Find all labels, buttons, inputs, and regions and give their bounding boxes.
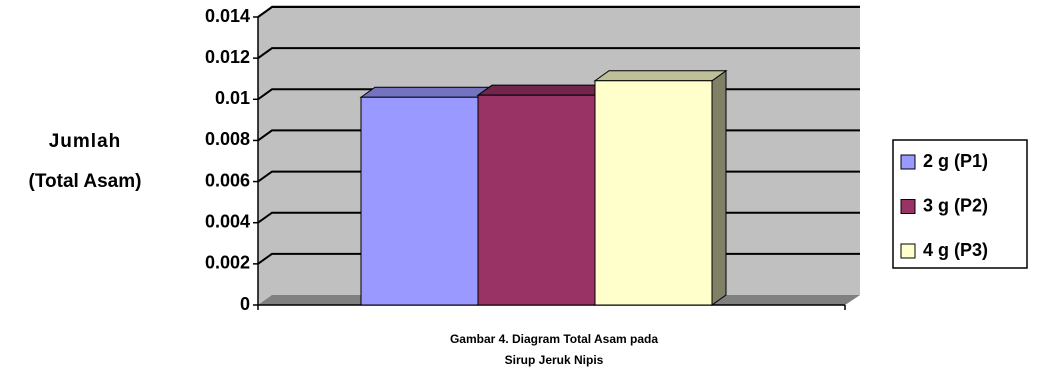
grid-line xyxy=(257,47,860,59)
legend-swatch xyxy=(900,154,916,170)
legend-label: 3 g (P2) xyxy=(923,195,988,215)
grid-line xyxy=(257,6,860,18)
legend-label: 2 g (P1) xyxy=(923,151,988,171)
y-tick-label: 0.008 xyxy=(205,129,250,149)
y-tick-label: 0.002 xyxy=(205,253,250,273)
y-tick-label: 0.004 xyxy=(205,211,250,231)
bar xyxy=(594,80,713,306)
chart-title: Sirup Jeruk Nipis xyxy=(505,353,604,367)
bar-top xyxy=(359,86,494,98)
bar-top xyxy=(593,70,728,82)
y-tick-label: 0.012 xyxy=(205,47,250,67)
y-tick-label: 0.014 xyxy=(205,6,250,26)
legend-swatch xyxy=(900,243,916,259)
legend-label: 4 g (P3) xyxy=(923,240,988,260)
bar-side xyxy=(711,69,727,306)
y-tick-label: 0.01 xyxy=(215,88,250,108)
y-axis-label: Jumlah xyxy=(49,131,122,152)
y-tick-label: 0 xyxy=(240,294,250,314)
chart-title: Gambar 4. Diagram Total Asam pada xyxy=(450,332,658,346)
legend-swatch xyxy=(900,199,916,214)
bar xyxy=(477,94,596,306)
bar-top xyxy=(476,84,611,96)
y-axis-label: (Total Asam) xyxy=(29,171,142,192)
bar xyxy=(360,96,479,306)
y-tick-label: 0.006 xyxy=(205,170,250,190)
